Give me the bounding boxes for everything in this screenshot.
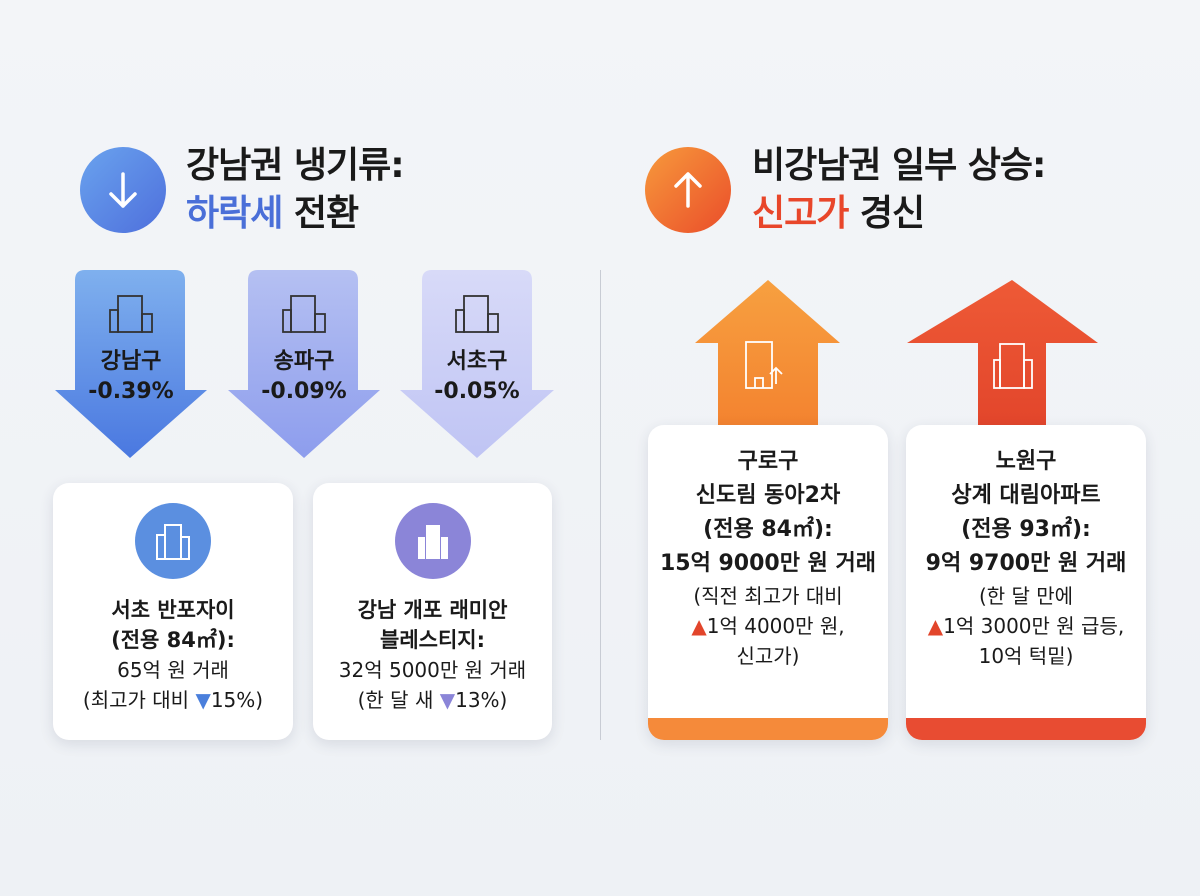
- card-note-change: ▲1억 4000만 원,: [648, 611, 888, 641]
- card-accent-bar: [906, 718, 1146, 740]
- arrow-down-icon: [109, 172, 137, 208]
- right-title-rest: 경신: [848, 193, 925, 234]
- card-area: (전용 84㎡):: [111, 628, 235, 652]
- up-triangle-icon: ▲: [691, 614, 707, 638]
- note-amount: 1억 3000만 원 급등,: [943, 614, 1125, 638]
- note-percent: 15%): [210, 688, 264, 712]
- card-price: 32억 5000만 원 거래: [338, 658, 527, 682]
- district-songpa: 송파구 -0.09%: [228, 347, 380, 407]
- note-amount: 1억 4000만 원,: [706, 614, 845, 638]
- district-gangnam: 강남구 -0.39%: [55, 347, 207, 407]
- card-district: 구로구: [737, 449, 799, 474]
- section-divider: [600, 270, 601, 740]
- card-title: 서초 반포자이: [111, 598, 235, 622]
- right-title: 비강남권 일부 상승: 신고가 경신: [752, 142, 1046, 238]
- building-icon: [109, 295, 499, 333]
- arrow-up-icon: [674, 172, 702, 208]
- card-title: 상계 대림아파트: [951, 483, 1101, 508]
- left-title-accent: 하락세: [186, 193, 283, 234]
- down-arrow-badge: [80, 147, 166, 233]
- note-text: (최고가 대비: [82, 688, 196, 712]
- up-arrows: [695, 280, 1098, 430]
- district-name: 송파구: [273, 349, 335, 374]
- card-price: 9억 9700만 원 거래: [925, 551, 1127, 576]
- card-price: 15억 9000만 원 거래: [659, 551, 877, 576]
- card-price: 65억 원 거래: [117, 658, 229, 682]
- note-text: (한 달 새: [357, 688, 440, 712]
- district-change: -0.09%: [261, 379, 347, 404]
- district-change: -0.05%: [434, 379, 520, 404]
- card-area: (전용 93㎡):: [961, 517, 1091, 542]
- up-arrow-badge: [645, 147, 731, 233]
- building-icon: [135, 503, 211, 579]
- down-triangle-icon: ▼: [195, 688, 211, 712]
- card-title: 신도림 동아2차: [695, 483, 841, 508]
- card-note: (한 달 새 ▼13%): [313, 685, 552, 715]
- district-seocho: 서초구 -0.05%: [401, 347, 553, 407]
- up-triangle-icon: ▲: [927, 614, 944, 638]
- building-icon: [394, 503, 471, 579]
- district-name: 강남구: [100, 349, 162, 374]
- card-note-end: 10억 턱밑): [978, 644, 1074, 668]
- note-percent: 13%): [455, 688, 508, 712]
- left-title: 강남권 냉기류: 하락세 전환: [186, 142, 405, 238]
- card-sanggye-daelim: 노원구 상계 대림아파트 (전용 93㎡): 9억 9700만 원 거래 (한 …: [906, 425, 1146, 740]
- right-title-accent: 신고가: [752, 193, 849, 234]
- right-title-line1: 비강남권 일부 상승:: [752, 145, 1046, 186]
- card-banpo-xi: 서초 반포자이 (전용 84㎡): 65억 원 거래 (최고가 대비 ▼15%): [53, 483, 293, 740]
- card-sindorim-donga: 구로구 신도림 동아2차 (전용 84㎡): 15억 9000만 원 거래 (직…: [648, 425, 888, 740]
- arrow-nowon: [907, 280, 1098, 430]
- card-note: (직전 최고가 대비: [693, 584, 843, 608]
- card-area: (전용 84㎡):: [703, 517, 833, 542]
- card-district: 노원구: [995, 449, 1057, 474]
- left-title-line1: 강남권 냉기류:: [186, 145, 405, 186]
- card-title: 강남 개포 래미안: [357, 598, 508, 622]
- left-title-rest: 전환: [282, 193, 359, 234]
- building-icon: [745, 341, 1033, 389]
- down-arrows: [55, 270, 554, 458]
- arrow-gangnam: [55, 270, 207, 458]
- arrow-songpa: [228, 270, 380, 458]
- card-accent-bar: [648, 718, 888, 740]
- card-raemian-blesstige: 강남 개포 래미안 블레스티지: 32억 5000만 원 거래 (한 달 새 ▼…: [313, 483, 552, 740]
- card-note: (최고가 대비 ▼15%): [53, 685, 293, 715]
- card-note-change: ▲1억 3000만 원 급등,: [906, 611, 1146, 641]
- down-triangle-icon: ▼: [439, 688, 456, 712]
- district-name: 서초구: [446, 349, 508, 374]
- card-note-end: 신고가): [736, 644, 800, 668]
- district-change: -0.39%: [88, 379, 174, 404]
- arrow-seocho: [400, 270, 554, 458]
- arrow-guro: [695, 280, 840, 430]
- card-note: (한 달 만에: [978, 584, 1074, 608]
- card-title-2: 블레스티지:: [380, 628, 485, 652]
